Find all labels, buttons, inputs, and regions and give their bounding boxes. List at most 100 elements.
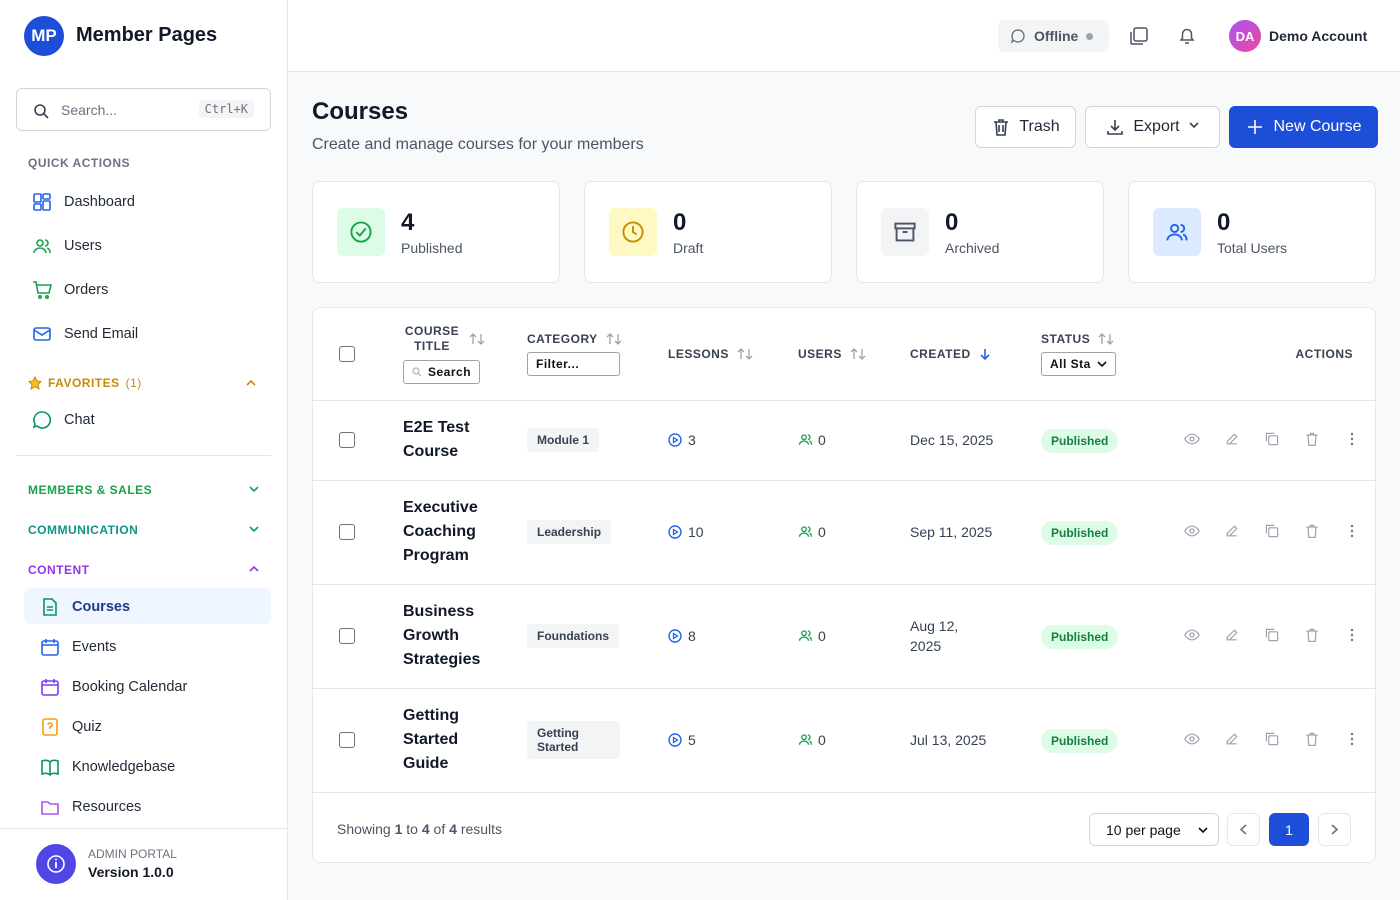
nav-label: Users — [64, 238, 102, 254]
action-button[interactable]: New Course — [1229, 106, 1378, 148]
column-title: ACTIONS — [1295, 346, 1353, 361]
more[interactable] — [1344, 731, 1360, 747]
stat-label: Draft — [673, 240, 704, 256]
checkbox[interactable] — [339, 432, 355, 448]
gallery-icon[interactable] — [1129, 26, 1149, 46]
section-header[interactable]: MEMBERS & SALES — [28, 470, 260, 510]
more[interactable] — [1344, 627, 1360, 643]
section-header[interactable]: CONTENT — [28, 550, 260, 590]
row-action[interactable] — [1264, 627, 1280, 643]
cell: Sep 11, 2025 — [909, 480, 1040, 585]
more[interactable] — [1344, 523, 1360, 539]
prev-page[interactable] — [1227, 813, 1260, 846]
status-badge: Published — [1041, 625, 1119, 649]
portal-label: ADMIN PORTAL — [88, 847, 177, 861]
page-title: Courses — [312, 98, 409, 125]
nav-item[interactable]: Orders — [32, 268, 138, 312]
divider — [0, 828, 287, 829]
column-title: COURSE TITLE — [404, 323, 460, 353]
more[interactable] — [1344, 431, 1360, 447]
status-dot — [1086, 32, 1094, 40]
row-action[interactable] — [1304, 431, 1320, 447]
avatar[interactable]: DA — [1229, 20, 1261, 52]
nav-label: Knowledgebase — [72, 759, 176, 775]
nav-item[interactable]: Knowledgebase — [40, 747, 187, 787]
nav-item[interactable]: Dashboard — [32, 180, 138, 224]
action-button[interactable]: Export — [1085, 106, 1220, 148]
row-action[interactable] — [1224, 627, 1240, 643]
checkbox[interactable] — [339, 524, 355, 540]
status-pill[interactable]: Offline — [998, 20, 1109, 52]
nav-item[interactable]: Send Email — [32, 312, 138, 356]
column-filter[interactable]: All Sta — [1041, 351, 1116, 376]
checkbox[interactable] — [339, 628, 355, 644]
column-title: LESSONS — [668, 346, 729, 361]
stat-value: 4 — [401, 209, 415, 236]
lessons: 8 — [688, 628, 696, 644]
icon — [41, 679, 59, 696]
section-header[interactable]: COMMUNICATION — [28, 510, 260, 550]
favorites: Chat — [32, 402, 95, 438]
category-tag: Getting Started — [527, 721, 620, 759]
cell: Foundations — [526, 584, 667, 689]
header-cell: CATEGORY Filter... — [526, 308, 667, 401]
favorites-count: (1) — [125, 376, 142, 390]
nav-item[interactable]: Booking Calendar — [40, 667, 187, 707]
action-button[interactable]: Trash — [975, 106, 1076, 148]
header-row: COURSE TITLE Search CATEGORY Filter... LESSO… — [313, 308, 1375, 401]
nav-item[interactable]: Quiz — [40, 707, 187, 747]
cell: Published — [1040, 584, 1171, 689]
nav-item[interactable]: Chat — [32, 402, 95, 438]
header-cell: STATUS All Sta — [1040, 308, 1171, 401]
row-action[interactable] — [1304, 627, 1320, 643]
nav-item[interactable]: Resources — [40, 787, 187, 827]
row-action[interactable] — [1184, 627, 1200, 643]
checkbox[interactable] — [339, 732, 355, 748]
per-page-select[interactable]: 10 per page — [1089, 813, 1219, 846]
row-action[interactable] — [1264, 731, 1280, 747]
cell: 0 — [797, 480, 909, 585]
icon — [32, 411, 52, 429]
search-box[interactable]: Search... Ctrl+K — [16, 88, 271, 131]
icon — [41, 759, 59, 777]
column-filter[interactable]: Search — [403, 359, 481, 384]
stat-label: Archived — [945, 240, 1000, 256]
bell-icon[interactable] — [1177, 26, 1197, 46]
account-name[interactable]: Demo Account — [1269, 28, 1368, 44]
text: of — [433, 821, 446, 837]
row-action[interactable] — [1184, 731, 1200, 747]
row-action[interactable] — [1224, 731, 1240, 747]
row-action[interactable] — [1184, 431, 1200, 447]
row-action[interactable] — [1224, 523, 1240, 539]
header-cell — [313, 308, 402, 401]
row-action[interactable] — [1304, 731, 1320, 747]
users: 0 — [818, 524, 826, 540]
stat-value: 0 — [1217, 209, 1231, 236]
row-action[interactable] — [1264, 431, 1280, 447]
row-action[interactable] — [1264, 523, 1280, 539]
row-action[interactable] — [1184, 523, 1200, 539]
column-filter[interactable]: Filter... — [527, 351, 620, 376]
nav-item[interactable]: Events — [40, 627, 187, 667]
text: to — [406, 821, 418, 837]
next-page[interactable] — [1318, 813, 1351, 846]
row-action[interactable] — [1224, 431, 1240, 447]
content-items: Courses Events Booking Calendar Quiz Knowled… — [40, 587, 187, 827]
row-action[interactable] — [1304, 523, 1320, 539]
favorites-header[interactable]: FAVORITES (1) — [28, 376, 142, 390]
nav-item[interactable]: Users — [32, 224, 138, 268]
page-subtitle: Create and manage courses for your membe… — [312, 136, 644, 153]
cell — [313, 688, 402, 793]
stat-card: 0 Draft — [584, 181, 832, 283]
stat-icon — [609, 208, 657, 256]
section-title: COMMUNICATION — [28, 523, 139, 537]
header-label: STATUS — [1041, 332, 1170, 346]
status-badge: Published — [1041, 429, 1119, 453]
actions: Trash Export New Course — [975, 106, 1378, 148]
checkbox[interactable] — [339, 345, 355, 362]
course-title: Getting Started Guide — [403, 707, 459, 772]
nav-item[interactable]: Courses — [40, 587, 187, 627]
page-button[interactable]: 1 — [1269, 813, 1309, 846]
cell: Module 1 — [526, 400, 667, 481]
cell: Aug 12, 2025 — [909, 584, 1040, 689]
